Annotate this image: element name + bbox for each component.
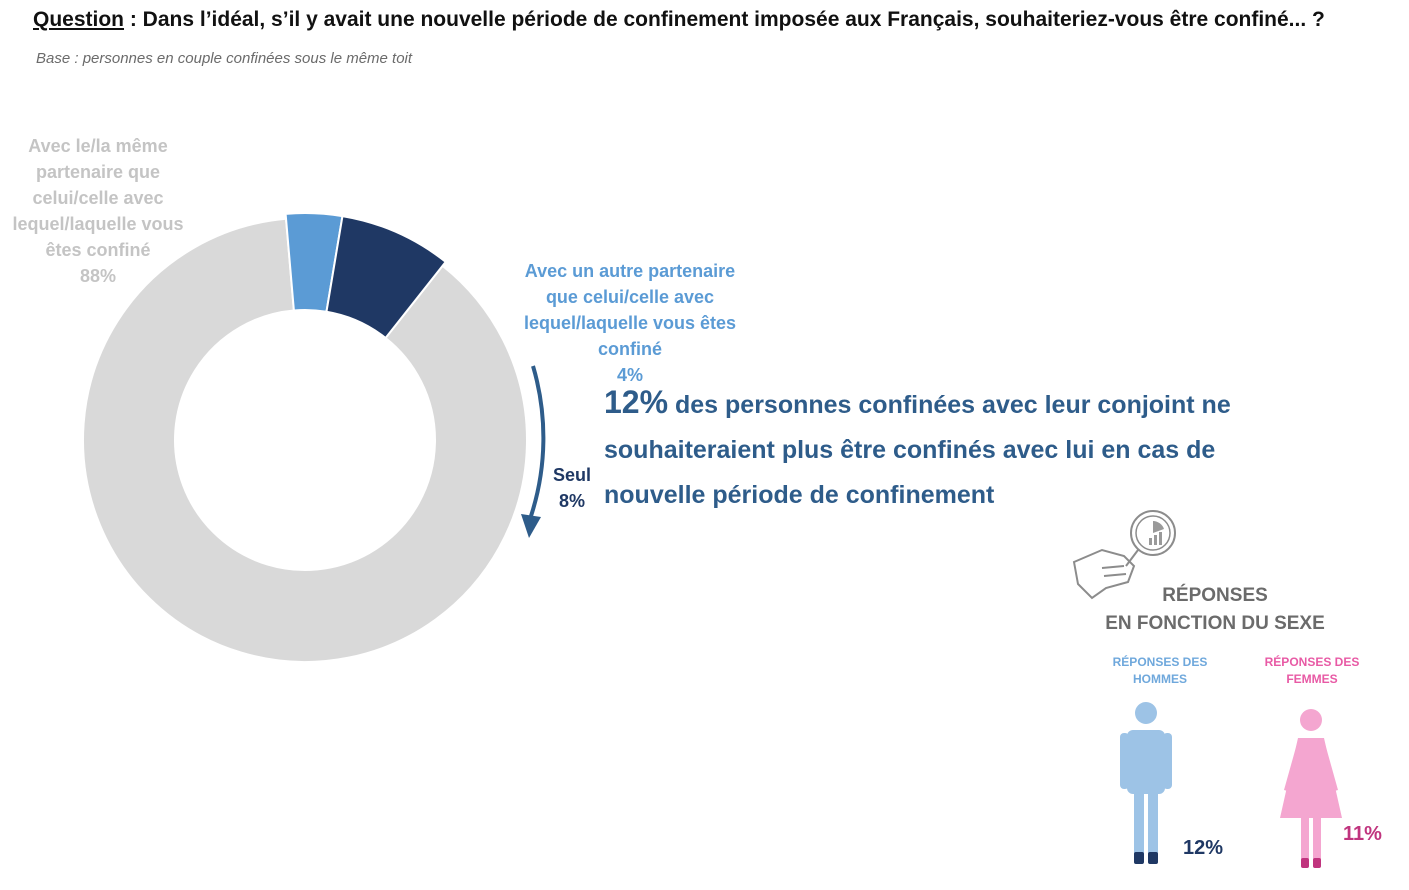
headline-text: des personnes confinées avec leur conjoi… [604,391,1231,509]
question-title: Question : Dans l’idéal, s’il y avait un… [33,8,1393,32]
headline-statement: 12% des personnes confinées avec leur co… [604,380,1264,518]
sex-breakdown-title-line2: EN FONCTION DU SEXE [1105,613,1325,634]
woman-figure-icon [1280,709,1342,868]
slice-label-other-partner: Avec un autre partenaire que celui/celle… [508,258,752,388]
headline-big-number: 12% [604,384,669,420]
slice-value-seul: 8% [558,491,585,511]
slice-label-same-partner: Avec le/la même partenaire que celui/cel… [0,133,196,289]
slice-same-partner [82,217,528,663]
sex-breakdown-title-line1: RÉPONSES [1162,585,1268,606]
seul-arrow [521,365,546,538]
question-label: Question [33,8,125,31]
sex-breakdown-title: RÉPONSES EN FONCTION DU SEXE [1090,582,1340,638]
men-percentage: 12% [1183,837,1224,859]
question-text: : Dans l’idéal, s’il y avait une nouvell… [124,8,1325,31]
slice-value-same-partner: 88% [79,266,117,286]
women-percentage: 11% [1343,823,1382,845]
slice-name-seul: Seul [552,465,591,485]
man-figure-icon [1120,702,1172,864]
slice-label-seul: Seul 8% [540,462,604,514]
base-note: Base : personnes en couple confinées sou… [36,50,413,67]
women-responses-label: RÉPONSES DES FEMMES [1264,655,1360,686]
slice-name-other-partner: Avec un autre partenaire que celui/celle… [523,261,737,359]
slice-name-same-partner: Avec le/la même partenaire que celui/cel… [12,136,184,260]
hand-magnifier-chart-icon [1072,510,1176,600]
men-responses-label: RÉPONSES DES HOMMES [1112,655,1208,686]
donut-slices [82,212,528,663]
slice-value-other-partner: 4% [616,365,643,385]
slice-seul [325,214,448,340]
